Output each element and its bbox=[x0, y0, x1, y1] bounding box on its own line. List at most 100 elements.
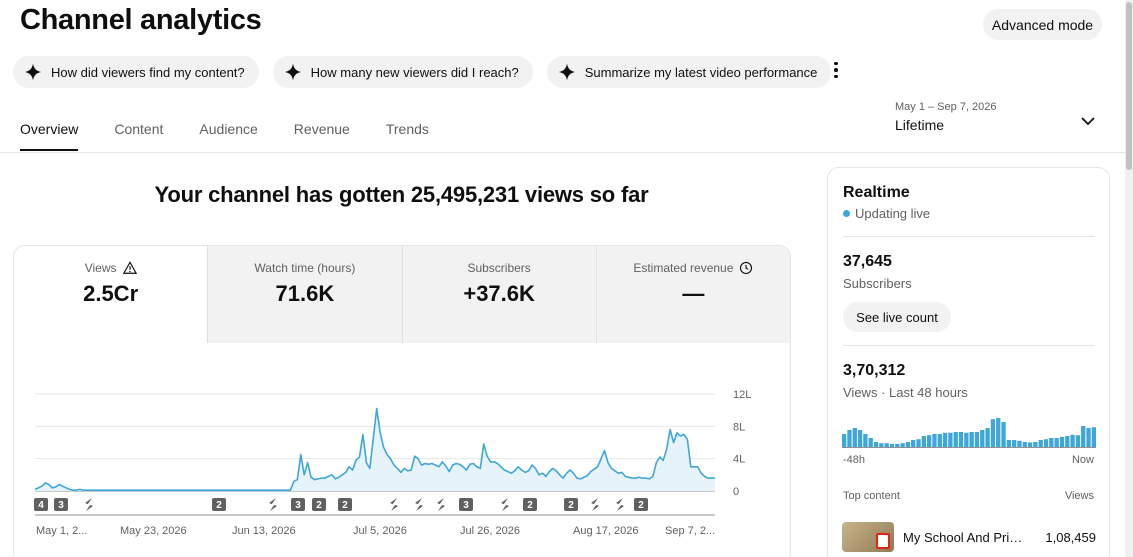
realtime-bar[interactable] bbox=[895, 444, 900, 448]
realtime-bar[interactable] bbox=[1081, 426, 1086, 448]
see-live-count-button[interactable]: See live count bbox=[843, 302, 951, 332]
realtime-bar[interactable] bbox=[1038, 440, 1043, 448]
video-thumbnail[interactable] bbox=[842, 522, 894, 552]
realtime-bar[interactable] bbox=[990, 419, 996, 448]
video-marker[interactable]: 2 bbox=[523, 498, 537, 511]
realtime-bar[interactable] bbox=[921, 436, 926, 448]
realtime-bar[interactable] bbox=[889, 444, 895, 448]
shorts-marker-icon[interactable] bbox=[591, 498, 599, 511]
metric-label: Subscribers bbox=[467, 261, 531, 275]
shorts-marker-icon[interactable] bbox=[501, 498, 509, 511]
realtime-bar[interactable] bbox=[847, 430, 852, 448]
realtime-bar[interactable] bbox=[969, 432, 974, 448]
realtime-bar[interactable] bbox=[980, 430, 985, 448]
realtime-bar[interactable] bbox=[1065, 436, 1070, 448]
tab-revenue[interactable]: Revenue bbox=[293, 121, 350, 137]
shorts-marker-icon[interactable] bbox=[415, 498, 423, 511]
realtime-bar[interactable] bbox=[868, 438, 873, 448]
shorts-marker-icon[interactable] bbox=[85, 498, 93, 511]
suggestion-chip-new-viewers[interactable]: How many new viewers did I reach? bbox=[272, 56, 533, 88]
top-content-item[interactable]: My School And Prin... 1,08,459 bbox=[842, 522, 1096, 552]
tab-audience[interactable]: Audience bbox=[199, 121, 258, 137]
realtime-bar[interactable] bbox=[1059, 436, 1065, 448]
video-marker[interactable]: 3 bbox=[459, 498, 473, 511]
more-options-icon[interactable] bbox=[826, 60, 846, 80]
top-content-title[interactable]: My School And Prin... bbox=[903, 529, 1025, 545]
date-range-selector[interactable]: May 1 – Sep 7, 2026 Lifetime bbox=[895, 101, 997, 133]
tab-divider bbox=[0, 152, 1125, 153]
chevron-down-icon[interactable] bbox=[1080, 113, 1096, 129]
realtime-bar[interactable] bbox=[863, 434, 868, 448]
realtime-bar[interactable] bbox=[852, 428, 857, 448]
video-marker[interactable]: 2 bbox=[338, 498, 352, 511]
shorts-marker-icon[interactable] bbox=[390, 498, 398, 511]
metric-tab-watch-time[interactable]: Watch time (hours) 71.6K bbox=[207, 246, 402, 343]
realtime-bar[interactable] bbox=[857, 430, 863, 448]
metric-tab-views[interactable]: Views 2.5Cr bbox=[14, 246, 208, 343]
realtime-bar[interactable] bbox=[1086, 428, 1091, 448]
video-marker-label: 2 bbox=[316, 500, 322, 511]
video-marker[interactable]: 2 bbox=[564, 498, 578, 511]
date-range-dates: May 1 – Sep 7, 2026 bbox=[895, 101, 997, 113]
realtime-bar[interactable] bbox=[1006, 440, 1011, 448]
realtime-bar[interactable] bbox=[911, 440, 916, 448]
realtime-bar[interactable] bbox=[958, 432, 964, 448]
video-marker[interactable]: 3 bbox=[54, 498, 68, 511]
views-chart[interactable]: 0 4L 8L 12L 4 3 2 3 2 2 3 2 2 2 May 1, 2... May 23, 202… bbox=[14, 343, 791, 557]
tab-content[interactable]: Content bbox=[114, 121, 164, 137]
advanced-mode-button[interactable]: Advanced mode bbox=[983, 9, 1102, 40]
realtime-bar[interactable] bbox=[932, 434, 937, 448]
realtime-bar[interactable] bbox=[1043, 439, 1049, 448]
tab-trends[interactable]: Trends bbox=[385, 121, 429, 137]
realtime-bar[interactable] bbox=[1022, 442, 1027, 448]
clock-icon[interactable] bbox=[739, 261, 753, 275]
metric-tab-estimated-revenue[interactable]: Estimated revenue — bbox=[595, 246, 790, 343]
realtime-bar[interactable] bbox=[996, 418, 1001, 448]
video-marker[interactable]: 3 bbox=[291, 498, 305, 511]
realtime-bar[interactable] bbox=[1001, 422, 1006, 448]
video-marker[interactable]: 4 bbox=[34, 498, 48, 511]
realtime-bar[interactable] bbox=[964, 432, 969, 448]
metric-tab-subscribers[interactable]: Subscribers +37.6K bbox=[401, 246, 596, 343]
tab-overview[interactable]: Overview bbox=[20, 121, 79, 151]
realtime-bar[interactable] bbox=[1033, 442, 1038, 448]
suggestion-chip-summarize[interactable]: Summarize my latest video performance bbox=[546, 56, 832, 88]
page-scrollbar[interactable] bbox=[1125, 0, 1133, 557]
realtime-bar[interactable] bbox=[1075, 435, 1081, 448]
realtime-bar[interactable] bbox=[927, 435, 932, 448]
video-marker[interactable]: 2 bbox=[634, 498, 648, 511]
realtime-bar[interactable] bbox=[948, 432, 953, 448]
realtime-bar[interactable] bbox=[1070, 434, 1075, 448]
shorts-marker-icon[interactable] bbox=[269, 498, 277, 511]
realtime-bar[interactable] bbox=[1091, 427, 1096, 448]
realtime-bar[interactable] bbox=[1027, 442, 1033, 448]
shorts-marker-icon[interactable] bbox=[616, 498, 624, 511]
realtime-bar[interactable] bbox=[1012, 440, 1017, 448]
shorts-marker-icon[interactable] bbox=[437, 498, 445, 511]
video-marker-label: 3 bbox=[58, 500, 64, 511]
realtime-bar[interactable] bbox=[937, 434, 942, 448]
realtime-views-chart[interactable] bbox=[842, 408, 1096, 448]
realtime-bar[interactable] bbox=[1054, 438, 1059, 448]
realtime-bar[interactable] bbox=[953, 432, 958, 448]
realtime-bar[interactable] bbox=[1017, 440, 1022, 448]
realtime-bar[interactable] bbox=[884, 443, 889, 448]
video-marker[interactable]: 2 bbox=[312, 498, 326, 511]
metric-value: +37.6K bbox=[463, 281, 535, 306]
video-marker[interactable]: 2 bbox=[212, 498, 226, 511]
realtime-bar[interactable] bbox=[916, 439, 921, 448]
scrollbar-thumb[interactable] bbox=[1126, 2, 1132, 170]
suggestion-chip-find-content[interactable]: How did viewers find my content? bbox=[13, 56, 259, 88]
realtime-bar[interactable] bbox=[942, 432, 948, 448]
realtime-bar[interactable] bbox=[879, 443, 884, 448]
realtime-bar[interactable] bbox=[974, 432, 980, 448]
realtime-bar[interactable] bbox=[905, 442, 911, 448]
realtime-bar[interactable] bbox=[842, 434, 847, 448]
warning-icon[interactable] bbox=[122, 261, 137, 275]
x-tick-label: Sep 7, 2... bbox=[665, 525, 715, 537]
realtime-bar[interactable] bbox=[873, 442, 879, 448]
realtime-bar[interactable] bbox=[985, 428, 990, 448]
realtime-bar[interactable] bbox=[1049, 438, 1054, 448]
realtime-bar[interactable] bbox=[900, 443, 905, 448]
series-line[interactable] bbox=[34, 407, 715, 491]
